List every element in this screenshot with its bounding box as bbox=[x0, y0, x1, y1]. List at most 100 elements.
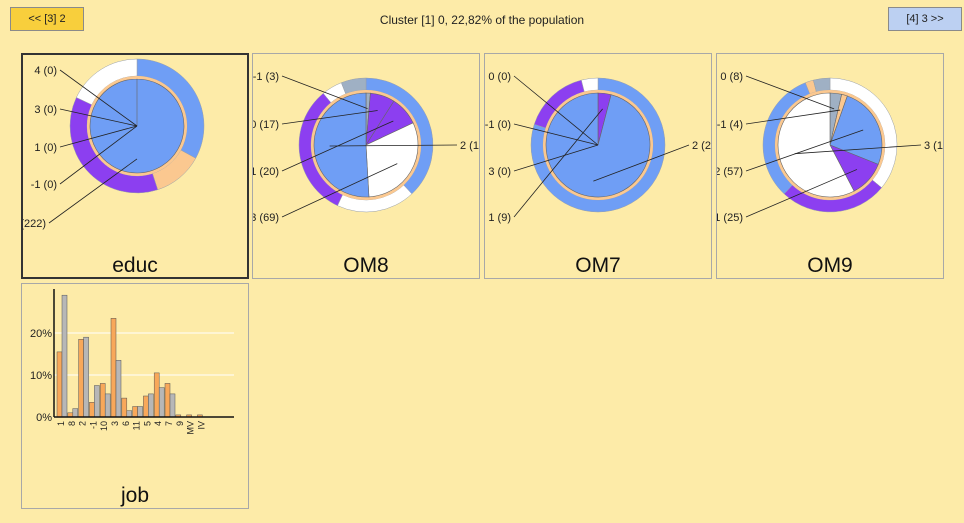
leader-line-1-0 bbox=[513, 123, 599, 146]
leader-line-2-57 bbox=[745, 129, 864, 172]
slice-label-0-8: 0 (8) bbox=[720, 71, 743, 83]
bar-chart-job: 0% 10% 20% 1 8 2 -1 10 3 6 11 5 4 7 9 MV IV bbox=[30, 289, 234, 435]
y-tick-label-0: 0% bbox=[36, 412, 52, 424]
bar-3-series-0 bbox=[110, 318, 117, 418]
leader-line-1-0 bbox=[59, 125, 138, 185]
slice-label-2-222: 2 (222) bbox=[23, 218, 46, 230]
leader-line-2-222 bbox=[48, 158, 138, 224]
slice-label-2-57: 2 (57) bbox=[717, 166, 743, 178]
bar-1-series-1 bbox=[61, 294, 68, 418]
chart-panel-educ[interactable]: 4 (0) 3 (0) 1 (0) -1 (0) 2 (222) educ bbox=[21, 53, 249, 279]
cluster-title: Cluster [1] 0, 22,82% of the population bbox=[379, 13, 585, 27]
slice-label-3-69: 3 (69) bbox=[253, 212, 279, 224]
y-tick-label-10: 10% bbox=[30, 370, 52, 382]
outer-ring-segment-2 bbox=[581, 77, 599, 93]
pie-slice-2-113 bbox=[313, 92, 370, 198]
chart-panel-job[interactable]: 0% 10% 20% 1 8 2 -1 10 3 6 11 5 4 7 9 MV IV job bbox=[21, 283, 249, 509]
leader-line-1-3 bbox=[281, 75, 368, 110]
slice-label-3-128: 3 (128) bbox=[924, 140, 943, 152]
x-tick-label-6: 6 bbox=[121, 421, 131, 426]
slice-label-0-0: 0 (0) bbox=[488, 71, 511, 83]
leader-line-4-0 bbox=[59, 69, 138, 127]
bar-1-series-1 bbox=[94, 385, 100, 418]
bar-8-series-1 bbox=[72, 408, 79, 418]
x-tick-label-4: 4 bbox=[153, 421, 163, 426]
x-tick-label-7: 7 bbox=[164, 421, 174, 426]
chart-panel-om9[interactable]: 0 (8) -1 (4) 2 (57) 1 (25) 3 (128) OM9 bbox=[716, 53, 944, 279]
previous-cluster-button[interactable]: << [3] 2 bbox=[10, 7, 84, 31]
slice-label-3-0: 3 (0) bbox=[34, 104, 57, 116]
bar-4-series-1 bbox=[158, 387, 165, 418]
bar-10-series-1 bbox=[104, 393, 111, 418]
leader-line-0-17 bbox=[281, 110, 378, 125]
bar-11-series-0 bbox=[132, 406, 138, 418]
panel-title-educ: educ bbox=[112, 254, 158, 277]
leader-line-1-0 bbox=[59, 125, 138, 148]
chart-panel-om8[interactable]: -1 (3) 0 (17) 1 (20) 3 (69) 2 (113) OM8 bbox=[252, 53, 480, 279]
x-tick-label-mv: MV bbox=[186, 421, 196, 435]
bar-7-series-0 bbox=[164, 383, 171, 418]
slice-label-2-113: 2 (113) bbox=[460, 140, 479, 152]
slice-label-1-9: 1 (9) bbox=[488, 212, 511, 224]
slice-label-1-0: -1 (0) bbox=[31, 179, 57, 191]
leader-line-3-128 bbox=[794, 144, 922, 155]
x-tick-label-1: 1 bbox=[56, 421, 66, 426]
leader-line-0-0 bbox=[513, 75, 599, 146]
x-tick-label-5: 5 bbox=[142, 421, 152, 426]
leader-line-3-0 bbox=[513, 144, 599, 172]
x-tick-label-2: 2 bbox=[78, 421, 88, 426]
x-tick-label-3: 3 bbox=[110, 421, 120, 426]
slice-label-4-0: 4 (0) bbox=[34, 65, 57, 77]
slice-label-1-20: 1 (20) bbox=[253, 166, 279, 178]
pie-chart-educ: 4 (0) 3 (0) 1 (0) -1 (0) 2 (222) bbox=[23, 58, 205, 230]
leader-line-0-8 bbox=[745, 75, 835, 110]
outer-ring-segment-4 bbox=[813, 77, 831, 93]
pie-slice-3-128 bbox=[777, 92, 855, 198]
x-tick-label-9: 9 bbox=[175, 421, 185, 426]
x-tick-label-11: 11 bbox=[132, 421, 142, 430]
panel-title-om7: OM7 bbox=[575, 254, 621, 277]
bar-3-series-1 bbox=[115, 360, 122, 418]
bar-6-series-1 bbox=[126, 410, 133, 418]
x-tick-label-8: 8 bbox=[67, 421, 77, 426]
pie-chart-om9: 0 (8) -1 (4) 2 (57) 1 (25) 3 (128) bbox=[717, 71, 943, 224]
leader-line-1-9 bbox=[513, 108, 603, 218]
leader-line-3-0 bbox=[59, 108, 138, 127]
pie-chart-om7: 0 (0) -1 (0) 3 (0) 1 (9) 2 (213) bbox=[485, 71, 711, 224]
slice-label-2-213: 2 (213) bbox=[692, 140, 711, 152]
panel-title-om9: OM9 bbox=[807, 254, 853, 277]
y-tick-label-20: 20% bbox=[30, 328, 52, 340]
x-tick-label-10: 10 bbox=[99, 421, 109, 431]
pie-slice-3-69 bbox=[365, 122, 419, 198]
chart-panel-om7[interactable]: 0 (0) -1 (0) 3 (0) 1 (9) 2 (213) OM7 bbox=[484, 53, 712, 279]
bar-4-series-0 bbox=[153, 372, 160, 418]
slice-label-0-17: 0 (17) bbox=[253, 119, 279, 131]
bar-6-series-0 bbox=[121, 397, 128, 418]
leader-line-3-69 bbox=[281, 163, 398, 218]
x-tick-label-1: -1 bbox=[88, 421, 98, 429]
leader-line-2-213 bbox=[593, 144, 690, 182]
bar-1-series-0 bbox=[89, 402, 95, 418]
panel-title-job: job bbox=[120, 484, 150, 507]
leader-line-1-25 bbox=[745, 169, 858, 218]
x-tick-label-iv: IV bbox=[196, 421, 206, 430]
bar-2-series-0 bbox=[78, 339, 84, 418]
slice-label-1-0: -1 (0) bbox=[485, 119, 511, 131]
leader-line-1-4 bbox=[745, 109, 841, 125]
bar-10-series-0 bbox=[99, 383, 106, 418]
bar-7-series-1 bbox=[169, 393, 176, 418]
slice-label-3-0: 3 (0) bbox=[488, 166, 511, 178]
bar-5-series-0 bbox=[143, 395, 149, 418]
slice-label-1-25: 1 (25) bbox=[717, 212, 743, 224]
slice-label-1-4: -1 (4) bbox=[717, 119, 743, 131]
bar-2-series-1 bbox=[83, 336, 89, 418]
leader-line-2-113 bbox=[329, 144, 458, 147]
panel-title-om8: OM8 bbox=[343, 254, 389, 277]
slice-label-1-0: 1 (0) bbox=[34, 142, 57, 154]
pie-chart-om8: -1 (3) 0 (17) 1 (20) 3 (69) 2 (113) bbox=[253, 71, 479, 224]
next-cluster-button[interactable]: [4] 3 >> bbox=[888, 7, 962, 31]
bar-11-series-1 bbox=[137, 406, 143, 418]
pie-slice-2-57 bbox=[829, 95, 883, 165]
bar-1-series-0 bbox=[56, 351, 63, 418]
slice-label-1-3: -1 (3) bbox=[253, 71, 279, 83]
